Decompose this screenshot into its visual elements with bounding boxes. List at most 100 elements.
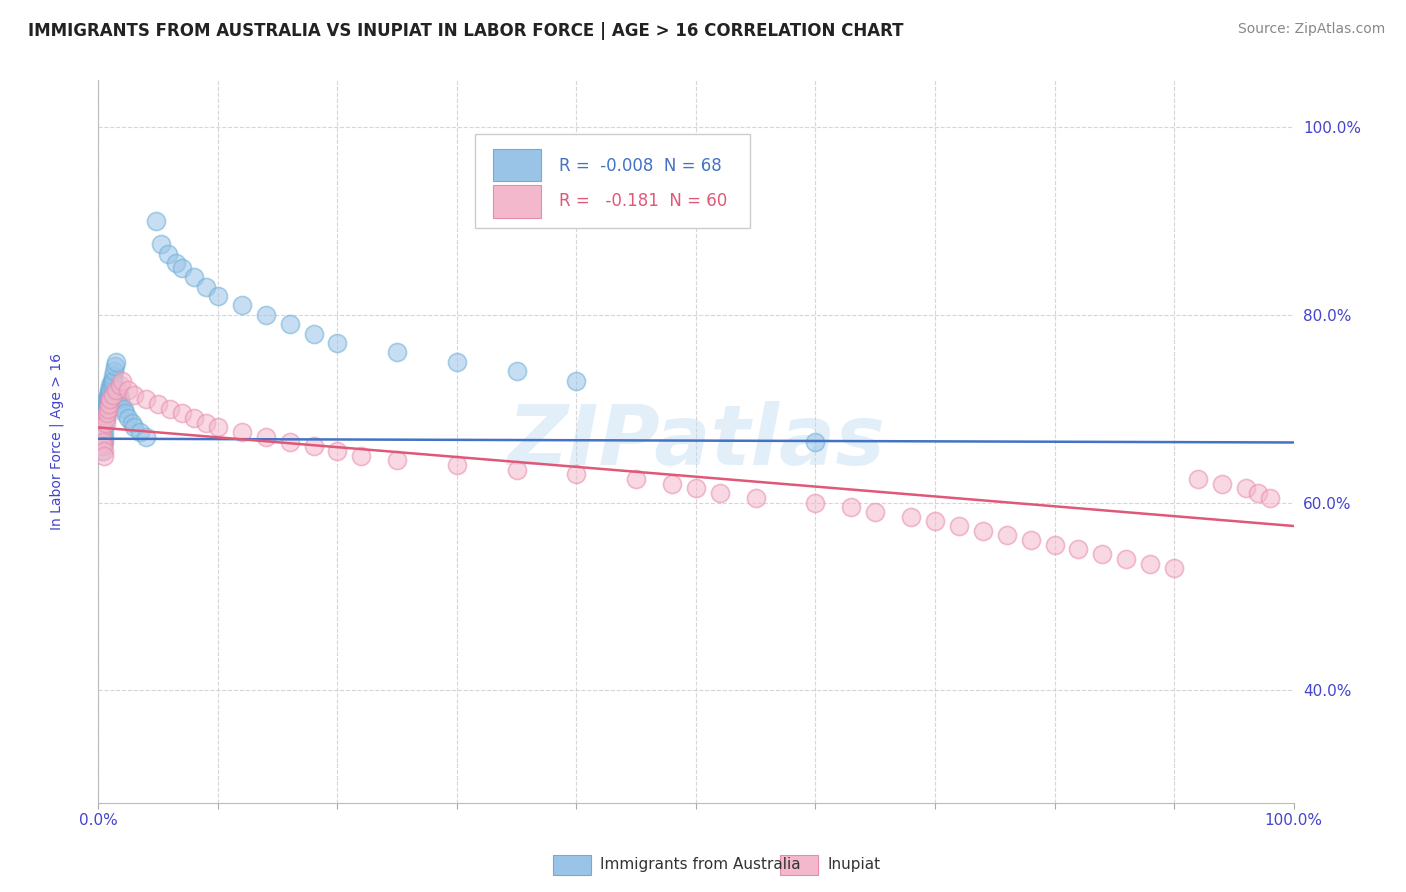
Point [114, 406, 136, 420]
Point [207, 420, 229, 434]
Point [972, 524, 994, 538]
Point [135, 392, 157, 407]
Point [91, 439, 114, 453]
Point [207, 289, 229, 303]
Point [1139, 557, 1161, 571]
Text: IMMIGRANTS FROM AUSTRALIA VS INUPIAT IN LABOR FORCE | AGE > 16 CORRELATION CHART: IMMIGRANTS FROM AUSTRALIA VS INUPIAT IN … [28, 22, 904, 40]
Point [446, 458, 468, 472]
Point [900, 509, 922, 524]
Point [1234, 482, 1257, 496]
FancyBboxPatch shape [494, 185, 541, 218]
Point [709, 486, 731, 500]
Point [93, 430, 115, 444]
Point [91, 444, 114, 458]
Point [93, 425, 115, 439]
Point [149, 237, 172, 252]
Point [385, 345, 409, 359]
Point [148, 397, 170, 411]
Point [117, 383, 139, 397]
Point [104, 359, 127, 374]
Point [98, 383, 121, 397]
FancyBboxPatch shape [779, 855, 818, 875]
Point [105, 383, 128, 397]
Point [165, 256, 187, 270]
Point [661, 476, 683, 491]
Point [90, 416, 112, 430]
Point [91, 430, 114, 444]
Point [91, 430, 114, 444]
Point [995, 528, 1018, 542]
Text: In Labor Force | Age > 16: In Labor Force | Age > 16 [49, 353, 63, 530]
Point [506, 463, 529, 477]
Point [1043, 538, 1066, 552]
Point [195, 416, 218, 430]
Point [98, 378, 122, 392]
Point [91, 434, 114, 449]
Point [159, 401, 181, 416]
Point [101, 374, 124, 388]
Point [278, 434, 301, 449]
Point [231, 425, 253, 439]
Point [103, 364, 125, 378]
Point [1247, 486, 1270, 500]
FancyBboxPatch shape [494, 149, 541, 181]
FancyBboxPatch shape [553, 855, 591, 875]
Point [108, 378, 131, 392]
Point [101, 387, 124, 401]
Point [107, 387, 129, 401]
Point [1067, 542, 1090, 557]
Point [254, 308, 277, 322]
Point [98, 397, 121, 411]
Point [94, 401, 117, 416]
Point [91, 430, 114, 444]
Point [685, 482, 707, 496]
Point [124, 387, 146, 401]
Point [1115, 551, 1137, 566]
Point [1091, 547, 1114, 561]
Point [302, 439, 325, 453]
Point [1211, 476, 1233, 491]
Point [446, 355, 468, 369]
Point [183, 411, 205, 425]
Point [91, 439, 114, 453]
Point [107, 383, 129, 397]
Point [98, 392, 122, 407]
FancyBboxPatch shape [475, 135, 749, 228]
Point [565, 467, 588, 482]
Point [98, 397, 121, 411]
Point [91, 420, 114, 434]
Point [129, 425, 152, 439]
Point [96, 397, 118, 411]
Point [745, 491, 768, 505]
Point [94, 406, 117, 420]
Point [1163, 561, 1185, 575]
Point [105, 355, 128, 369]
Point [100, 378, 122, 392]
Point [100, 374, 122, 388]
Point [278, 318, 301, 332]
Point [96, 401, 118, 416]
Point [172, 406, 194, 420]
Point [1258, 491, 1281, 505]
Point [326, 444, 349, 458]
Point [94, 411, 117, 425]
Text: R =   -0.181  N = 60: R = -0.181 N = 60 [558, 192, 727, 210]
Point [97, 392, 120, 407]
Text: ZIPatlas: ZIPatlas [508, 401, 884, 482]
Point [117, 411, 139, 425]
Point [195, 279, 218, 293]
Point [90, 406, 112, 420]
Point [1019, 533, 1042, 547]
Point [96, 406, 118, 420]
Point [626, 472, 648, 486]
Point [97, 401, 120, 416]
Point [90, 425, 112, 439]
Point [804, 434, 827, 449]
Text: R =  -0.008  N = 68: R = -0.008 N = 68 [558, 156, 721, 175]
Point [97, 387, 120, 401]
Point [1187, 472, 1209, 486]
Point [156, 247, 179, 261]
Point [93, 420, 115, 434]
Point [231, 298, 253, 312]
Text: Immigrants from Australia: Immigrants from Australia [600, 857, 801, 872]
